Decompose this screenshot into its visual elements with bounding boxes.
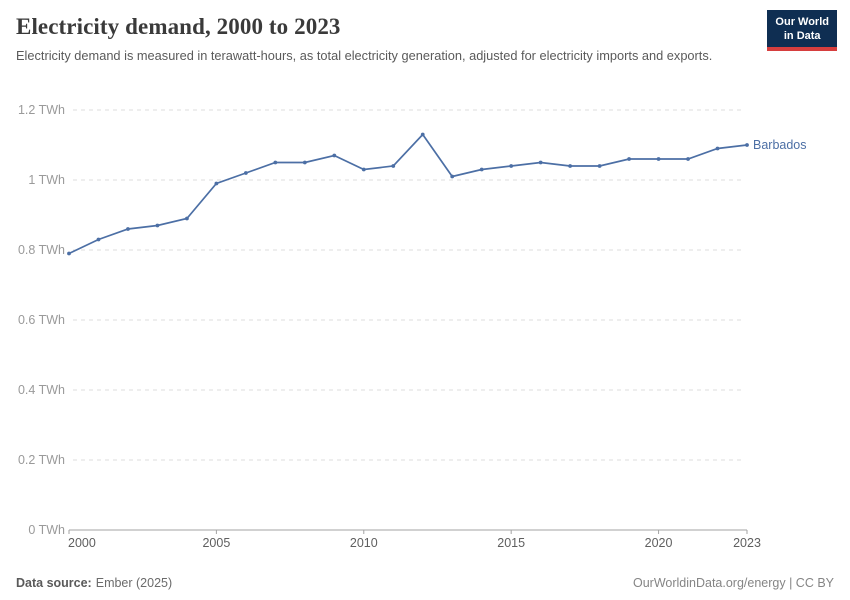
chart-subtitle: Electricity demand is measured in terawa…	[16, 48, 713, 63]
owid-logo-line2: in Data	[783, 30, 821, 43]
data-point	[568, 164, 573, 168]
data-point	[420, 132, 425, 137]
y-axis-tick-label: 1.2 TWh	[18, 103, 65, 117]
data-source-label: Data source:	[16, 575, 92, 590]
x-axis-tick-label: 2010	[350, 536, 378, 550]
y-axis-tick-label: 0.2 TWh	[18, 453, 65, 467]
data-point	[214, 181, 219, 186]
data-point	[155, 223, 160, 228]
x-axis-tick-label: 2023	[733, 536, 761, 550]
y-axis-tick-label: 0.4 TWh	[18, 383, 65, 397]
data-point	[96, 237, 101, 242]
credit-line: OurWorldinData.org/energy | CC BY	[632, 575, 834, 590]
y-axis-tick-label: 0.6 TWh	[18, 313, 65, 327]
owid-logo-line1: Our World	[775, 16, 829, 28]
data-source-value: Ember (2025)	[95, 575, 173, 590]
owid-logo: Our World in Data	[767, 10, 837, 51]
y-axis-tick-label: 0 TWh	[28, 523, 65, 537]
data-point	[243, 171, 248, 175]
data-point	[597, 164, 602, 168]
data-point	[67, 251, 71, 256]
y-axis-tick-label: 0.8 TWh	[18, 243, 65, 257]
chart-title: Electricity demand, 2000 to 2023	[16, 14, 341, 39]
chart-footer: Data source: Ember (2025) OurWorldinData.…	[0, 565, 850, 600]
data-point	[185, 216, 189, 221]
x-axis-tick-label: 2005	[202, 536, 230, 550]
data-point	[273, 160, 278, 165]
line-chart: 0 TWh 0.2 TWh 0.4 TWh 0.6 TWh 0.8 TWh 1 TWh 1.…	[18, 103, 807, 550]
data-point	[745, 143, 749, 147]
data-point	[302, 160, 307, 165]
x-axis-tick-label: 2000	[68, 536, 96, 550]
x-axis-tick-label: 2015	[497, 536, 525, 550]
chart-header: Electricity demand, 2000 to 2023 Electri…	[0, 0, 850, 95]
data-point	[538, 160, 543, 165]
y-axis-tick-label: 1 TWh	[28, 173, 65, 187]
data-point	[332, 153, 337, 158]
data-point	[656, 157, 661, 161]
data-point	[361, 167, 366, 172]
data-point	[126, 227, 130, 231]
data-point	[686, 157, 690, 161]
x-axis-tick-label: 2020	[645, 536, 673, 550]
data-point	[715, 146, 720, 151]
data-point	[479, 167, 484, 172]
data-source: Data source: Ember (2025)	[16, 576, 172, 590]
data-point	[509, 164, 514, 168]
data-point	[391, 164, 396, 168]
data-line	[68, 133, 748, 255]
entity-label: Barbados	[753, 138, 807, 152]
data-point	[627, 157, 631, 161]
data-point	[450, 174, 455, 179]
